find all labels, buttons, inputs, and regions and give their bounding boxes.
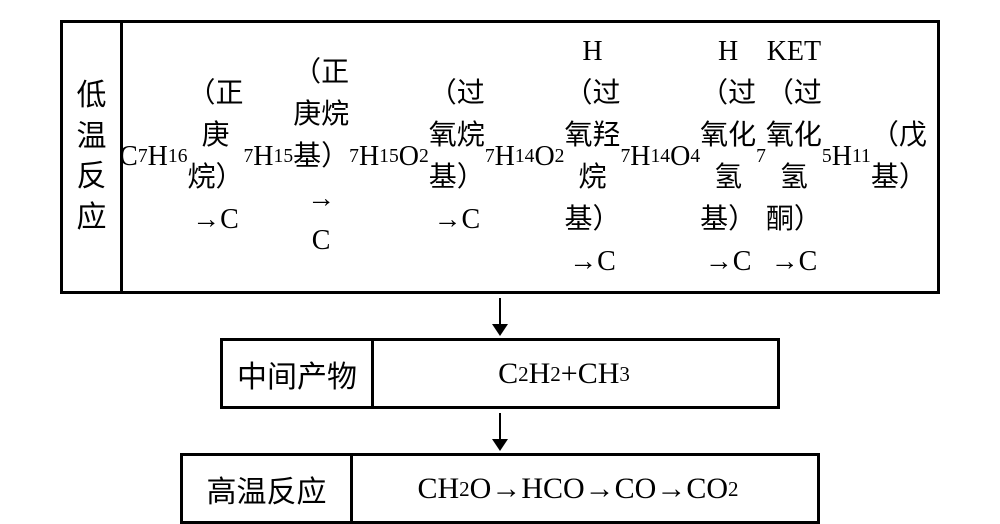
stage-low-temp: 低温反应 C7H16（正庚烷）→C7H15（正庚烷基）→C7H15O2（过氧烷基… (60, 20, 940, 294)
stage-low-temp-label: 低温反应 (63, 23, 123, 291)
label-text: 低温反应 (77, 76, 107, 238)
stage-high-temp: 高温反应 CH2O→HCO→CO→CO2 (180, 453, 820, 524)
stage-intermediate: 中间产物 C2H2+CH3 (220, 338, 780, 409)
arrow-1 (492, 298, 508, 336)
reaction-flowchart: 低温反应 C7H16（正庚烷）→C7H15（正庚烷基）→C7H15O2（过氧烷基… (30, 20, 970, 524)
stage-intermediate-body: C2H2+CH3 (374, 341, 754, 406)
stage-intermediate-label: 中间产物 (223, 341, 374, 406)
stage-high-temp-label: 高温反应 (183, 456, 353, 521)
arrow-2 (492, 413, 508, 451)
stage-high-temp-body: CH2O→HCO→CO→CO2 (353, 456, 803, 521)
stage-low-temp-body: C7H16（正庚烷）→C7H15（正庚烷基）→C7H15O2（过氧烷基）→C7H… (123, 23, 923, 291)
